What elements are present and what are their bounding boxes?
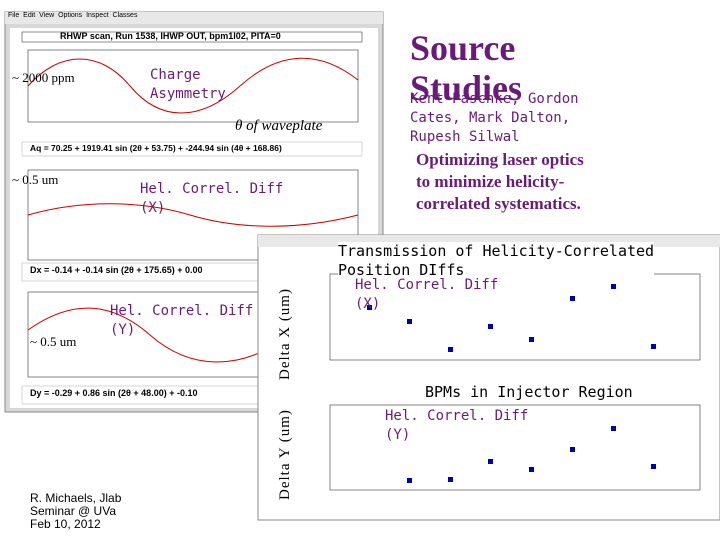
- title-box: [21, 31, 363, 43]
- screenshot-window-2: [257, 234, 720, 521]
- author-line: Cates, Mark Dalton,: [410, 110, 571, 126]
- credit-line: R. Michaels, Jlab: [30, 491, 122, 505]
- author-line: Rupesh Silwal: [410, 129, 520, 145]
- x-axis-title: BPMs in Injector Region: [425, 383, 633, 401]
- goal: Optimizing laser optics to minimize heli…: [416, 149, 584, 215]
- y-axis-title: Delta X (um): [277, 288, 293, 380]
- slide-title: Source Studies: [410, 28, 522, 108]
- title-line: Transmission of Helicity-Correlated: [338, 242, 655, 260]
- label-line: Hel. Correl. Diff: [355, 277, 499, 293]
- label-line: Asymmetry: [150, 86, 226, 102]
- scale-note: ~ 0.5 um: [30, 334, 77, 349]
- authors: Kent Paschke, Gordon Cates, Mark Dalton,…: [410, 90, 579, 147]
- label: Hel. Correl. Diff (X): [140, 180, 283, 218]
- title-line: Position DIffs: [338, 261, 465, 279]
- right-title: Transmission of Helicity-Correlated Posi…: [338, 242, 655, 280]
- author-line: Kent Paschke, Gordon: [410, 91, 579, 107]
- label-line: Charge: [150, 67, 201, 83]
- menu-item[interactable]: Inspect: [86, 12, 109, 19]
- label-line: Hel. Correl. Diff: [140, 181, 284, 197]
- y-axis-title: Delta Y (um): [277, 409, 293, 500]
- menu-item[interactable]: Classes: [112, 12, 138, 19]
- label-line: Hel. Correl. Diff: [385, 408, 529, 424]
- menu-item[interactable]: File: [8, 12, 20, 19]
- credit: R. Michaels, Jlab Seminar @ UVa Feb 10, …: [30, 492, 121, 531]
- axis-title: θ of waveplate: [235, 118, 323, 134]
- goal-line: to minimize helicity-: [416, 172, 565, 191]
- plot-title: RHWP scan, Run 1538, IHWP OUT, bpm1I02, …: [60, 31, 281, 41]
- label-line: (X): [355, 296, 381, 312]
- goal-line: Optimizing laser optics: [416, 150, 584, 169]
- fit-text: Aq = 70.25 + 1919.41 sin (2θ + 53.75) + …: [30, 143, 282, 153]
- menu-item[interactable]: Options: [58, 12, 83, 19]
- label: Hel. Correl. Diff (Y): [385, 407, 528, 445]
- menu-bar: [5, 12, 383, 24]
- label-line: (Y): [385, 427, 411, 443]
- title-line: Source: [410, 28, 516, 68]
- fit-text: Dx = -0.14 + -0.14 sin (2θ + 175.65) + 0…: [30, 265, 203, 275]
- label: Charge Asymmetry: [150, 66, 226, 104]
- credit-line: Feb 10, 2012: [30, 517, 101, 531]
- label-line: (X): [140, 200, 166, 216]
- label-line: (Y): [110, 322, 136, 338]
- credit-line: Seminar @ UVa: [30, 504, 116, 518]
- goal-line: correlated systematics.: [416, 194, 581, 213]
- title-line: Studies: [410, 68, 523, 108]
- fit-text: Dy = -0.29 + 0.86 sin (2θ + 48.00) + -0.…: [30, 388, 198, 398]
- points: [367, 284, 656, 483]
- scale-note: ~ 0.5 um: [12, 172, 59, 187]
- menu-item[interactable]: View: [39, 12, 55, 19]
- menu: File Edit View Options Inspect Classes: [8, 12, 137, 19]
- label-line: Hel. Correl. Diff: [110, 303, 254, 319]
- menu-item[interactable]: Edit: [23, 12, 36, 19]
- label: Hel. Correl. Diff (Y): [110, 302, 253, 340]
- label: Hel. Correl. Diff (X): [355, 276, 498, 314]
- scale-note: ~ 2000 ppm: [12, 70, 75, 85]
